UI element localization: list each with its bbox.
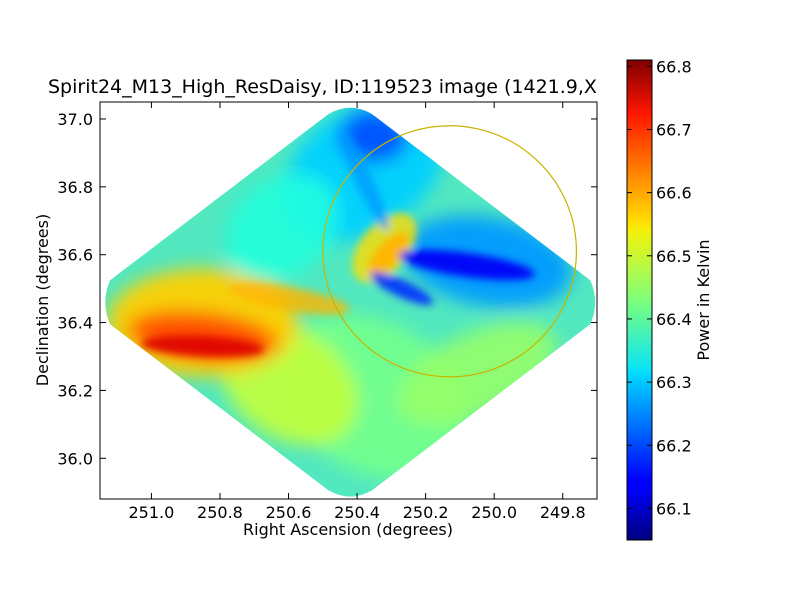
x-tick-label: 250.6 [266,503,312,522]
x-tick-label: 250.4 [334,503,380,522]
colorbar-tick-label: 66.5 [656,247,692,266]
x-axis-label: Right Ascension (degrees) [243,520,453,539]
colorbar-gradient [626,59,653,541]
heat-region-west-yellow-band [227,282,350,315]
colorbar-tick-label: 66.8 [656,57,692,76]
heat-region-east-cool-core [398,249,535,281]
plot-frame [99,101,598,500]
y-tick-label: 36.0 [57,449,93,468]
colorbar: 66.1 66.2 66.3 66.4 66.5 66.6 66.7 66.8 Power i… [626,57,713,541]
colorbar-tick-label: 66.2 [656,436,692,455]
chart-title: Spirit24_M13_High_ResDaisy, ID:119523 im… [48,76,597,98]
x-tick-label: 250.8 [197,503,243,522]
colorbar-tick-label: 66.7 [656,120,692,139]
colorbar-tick-label: 66.1 [656,499,692,518]
heat-region-north-cool-ridge [339,130,389,230]
y-axis-label: Declination (degrees) [33,214,52,386]
heatmap-field [105,107,596,497]
y-tick-label: 36.4 [57,314,93,333]
y-axis: 36.0 36.2 36.4 36.6 36.8 37.0 [57,110,597,468]
x-tick-label: 250.0 [471,503,517,522]
heat-region-east-cool-tail [370,272,433,306]
y-tick-label: 37.0 [57,110,93,129]
heat-region-north-west [225,173,338,282]
x-tick-label: 251.0 [129,503,175,522]
plot-area [105,107,596,497]
colorbar-ticks: 66.1 66.2 66.3 66.4 66.5 66.6 66.7 66.8 [627,57,692,518]
y-tick-label: 36.8 [57,178,93,197]
beam-circle [322,125,578,378]
y-tick-label: 36.6 [57,246,93,265]
y-tick-label: 36.2 [57,381,93,400]
x-tick-label: 249.8 [540,503,586,522]
colorbar-tick-label: 66.3 [656,373,692,392]
x-tick-label: 250.2 [403,503,449,522]
colorbar-tick-label: 66.6 [656,184,692,203]
heat-region-west-hot-core [141,335,265,357]
colorbar-tick-label: 66.4 [656,310,692,329]
colorbar-label: Power in Kelvin [694,239,713,360]
heat-region-center-yellow [352,212,417,283]
x-axis: 251.0 250.8 250.6 250.4 250.2 250.0 249.8 [129,102,586,522]
